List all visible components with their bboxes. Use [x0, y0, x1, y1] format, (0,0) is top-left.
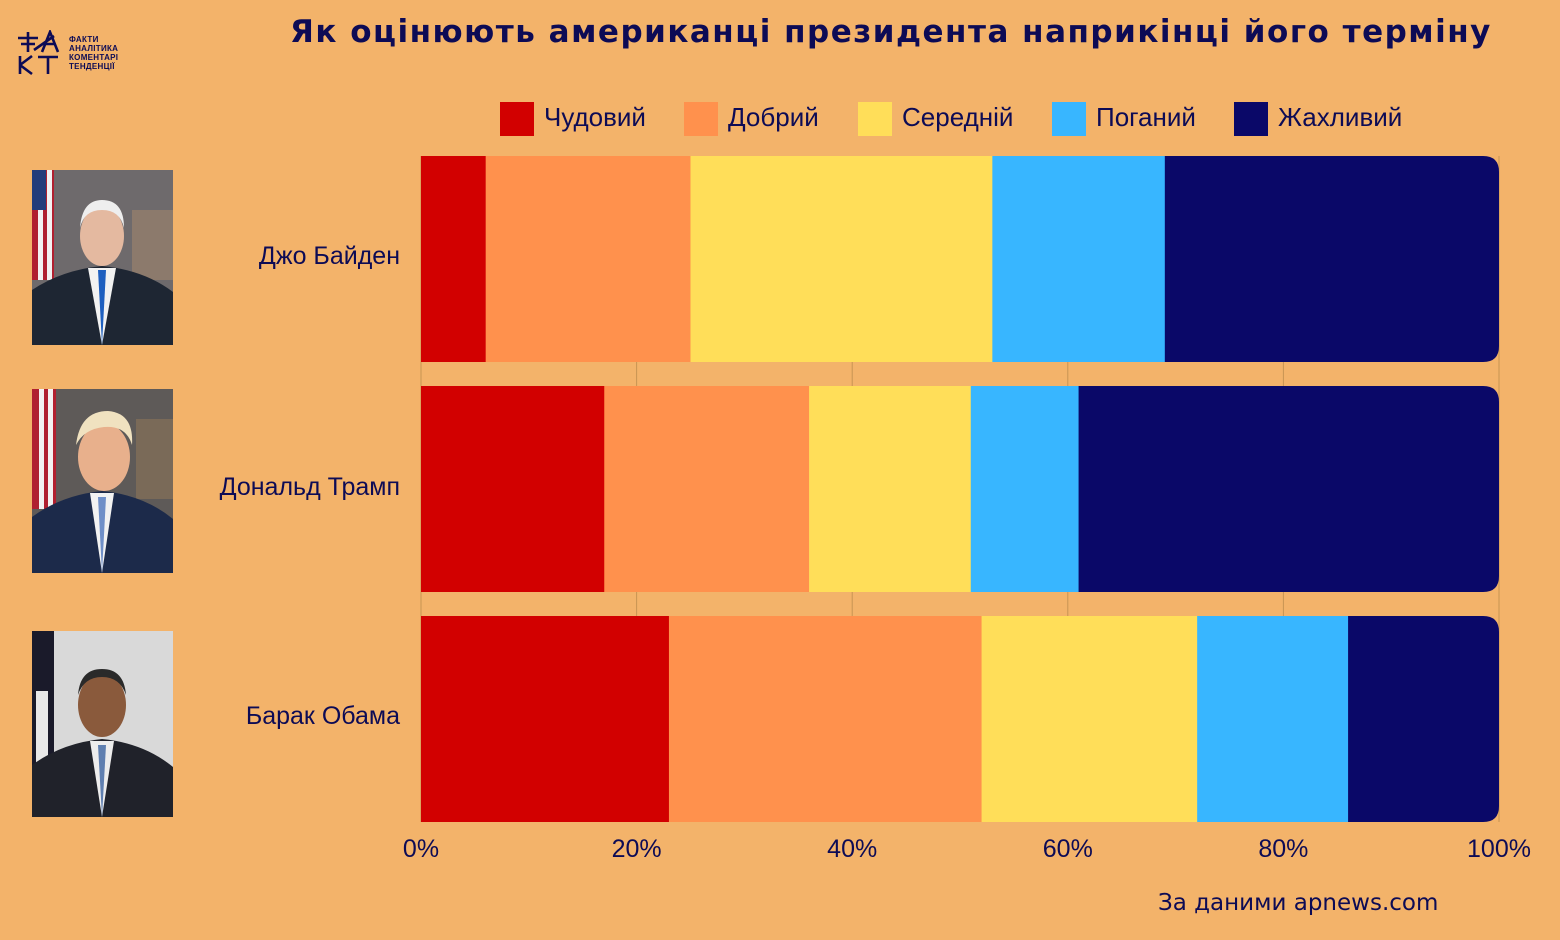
- fakt-logo: [18, 30, 60, 76]
- legend-label: Поганий: [1096, 102, 1196, 132]
- legend-swatch: [858, 102, 892, 136]
- source-note: За даними apnews.com: [1158, 890, 1439, 916]
- legend-swatch: [500, 102, 534, 136]
- portrait-biden: [32, 170, 173, 345]
- bar-segment: [421, 386, 605, 592]
- x-tick-label: 40%: [827, 835, 877, 863]
- logo-text: ФАКТИ АНАЛІТИКА КОМЕНТАРІ ТЕНДЕНЦІЇ: [69, 35, 118, 71]
- bar-segment: [809, 386, 972, 592]
- bar-segment: [421, 616, 670, 822]
- logo-line: ТЕНДЕНЦІЇ: [69, 62, 115, 71]
- category-label-trump: Дональд Трамп: [219, 473, 400, 501]
- legend-label: Середній: [902, 102, 1014, 132]
- chart-title: Як оцінюють американці президента наприк…: [290, 14, 1492, 50]
- bar-segment: [485, 156, 691, 362]
- legend-label: Жахливий: [1278, 102, 1403, 132]
- x-tick-label: 0%: [403, 835, 439, 863]
- x-tick-label: 80%: [1258, 835, 1308, 863]
- portrait-obama: [32, 631, 173, 817]
- bar-segment: [1078, 386, 1499, 592]
- legend-swatch: [1234, 102, 1268, 136]
- logo-line: АНАЛІТИКА: [69, 44, 119, 53]
- bar-segment: [1164, 156, 1499, 362]
- legend-label: Добрий: [728, 102, 819, 132]
- category-label-biden: Джо Байден: [258, 242, 400, 270]
- category-label-obama: Барак Обама: [245, 702, 400, 730]
- x-tick-label: 60%: [1043, 835, 1093, 863]
- bar-segment: [981, 616, 1198, 822]
- bar-group: [421, 156, 1499, 362]
- bar-segment: [1348, 616, 1499, 822]
- portrait-trump: [32, 389, 173, 573]
- logo-line: КОМЕНТАРІ: [69, 53, 119, 62]
- bar-segment: [690, 156, 993, 362]
- x-tick-label: 100%: [1467, 835, 1531, 863]
- x-tick-label: 20%: [612, 835, 662, 863]
- bar-segment: [992, 156, 1166, 362]
- bar-segment: [421, 156, 487, 362]
- bar-segment: [668, 616, 983, 822]
- legend-swatch: [684, 102, 718, 136]
- bar-segment: [604, 386, 810, 592]
- logo-line: ФАКТИ: [69, 35, 99, 44]
- legend-label: Чудовий: [544, 102, 646, 132]
- bar-group: [421, 386, 1499, 592]
- legend-swatch: [1052, 102, 1086, 136]
- bar-segment: [970, 386, 1080, 592]
- bar-group: [421, 616, 1499, 822]
- bar-segment: [1197, 616, 1349, 822]
